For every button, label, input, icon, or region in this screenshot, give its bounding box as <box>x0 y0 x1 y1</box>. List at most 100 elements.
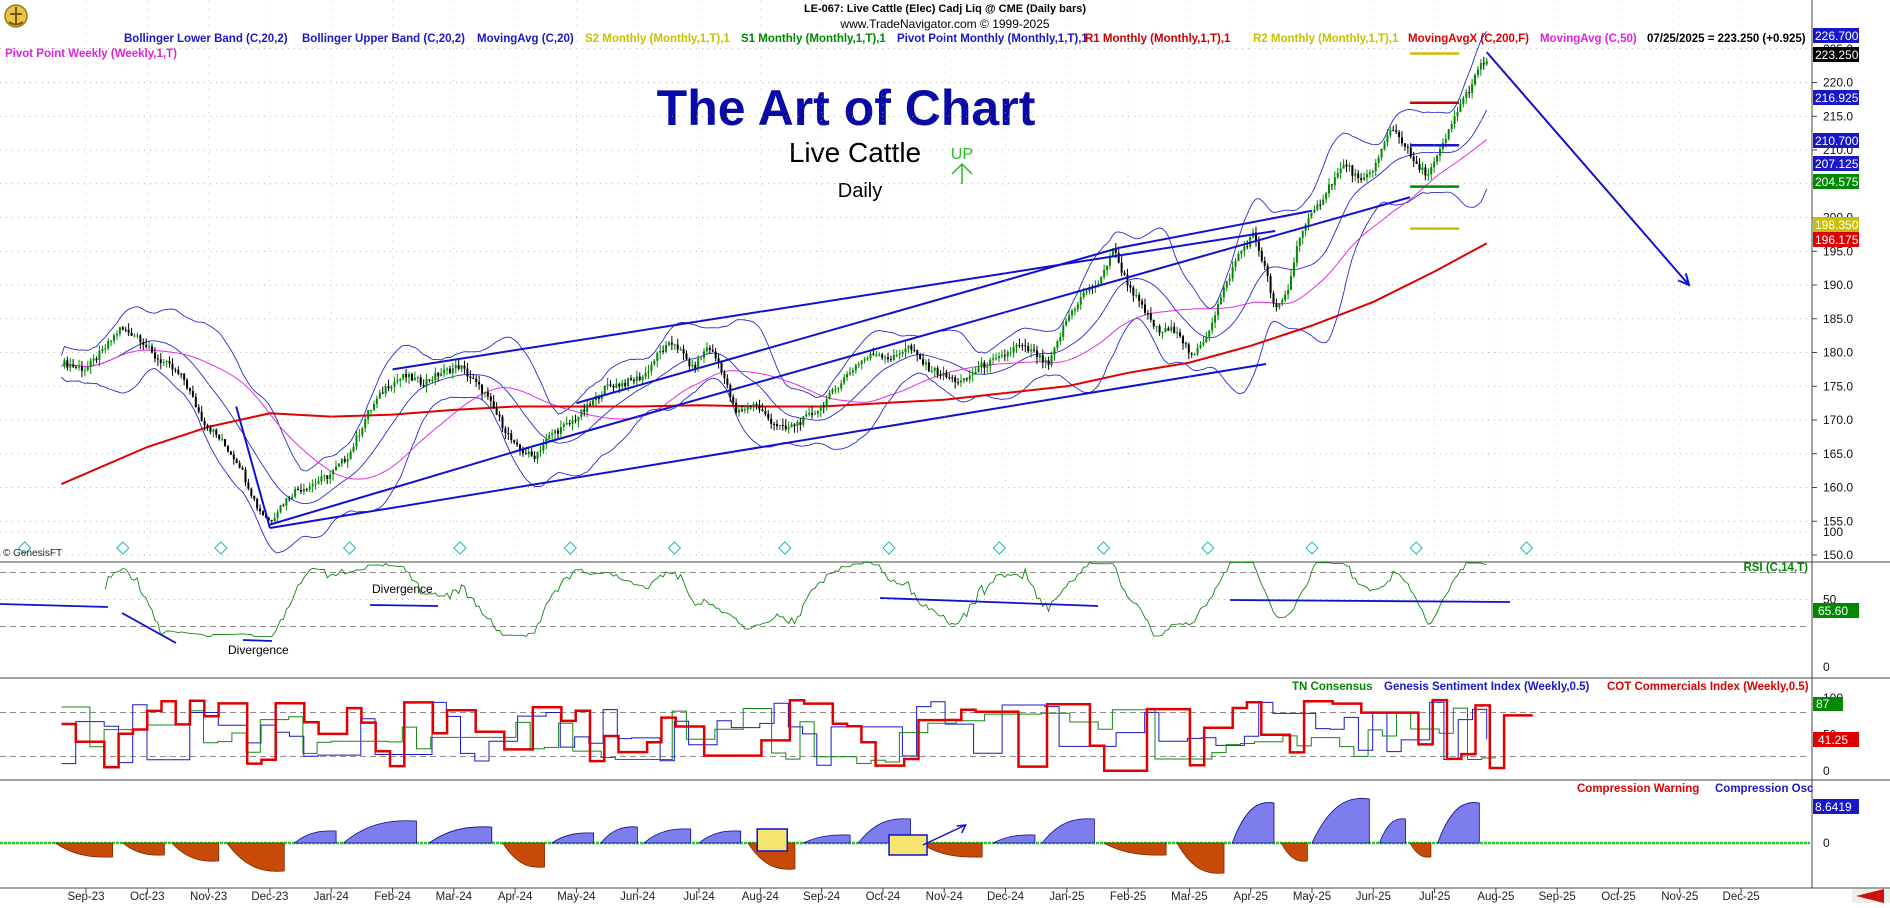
candle-body <box>881 354 884 358</box>
candle-body <box>481 384 484 394</box>
event-marker-icon <box>342 541 357 555</box>
price-tag: 198.350 <box>1815 218 1859 232</box>
price-tag-bg <box>1813 133 1859 148</box>
candle-body <box>1041 355 1044 363</box>
candle-body <box>229 451 232 455</box>
candle-body <box>428 379 431 381</box>
candle-body <box>995 358 998 360</box>
candle-body <box>662 350 665 352</box>
candle-body <box>1240 251 1243 254</box>
candle-body <box>1044 360 1047 363</box>
candle-body <box>951 377 954 379</box>
candle-body <box>1152 319 1155 327</box>
candle-body <box>536 451 539 459</box>
candle-body <box>1357 173 1360 179</box>
candle-body <box>410 374 413 381</box>
candle-body <box>396 380 399 382</box>
candle-body <box>320 476 323 482</box>
price-tag: 207.125 <box>1815 157 1859 171</box>
candle-body <box>1056 341 1059 348</box>
candle-body <box>1319 204 1322 206</box>
candle-body <box>1015 345 1018 348</box>
price-tag-bg <box>1813 28 1859 43</box>
candle-body <box>1184 343 1187 345</box>
candle-body <box>89 360 92 368</box>
candle-body <box>492 400 495 409</box>
candle-body <box>259 508 262 512</box>
candle-body <box>1100 276 1103 284</box>
compression-hump <box>1311 798 1370 844</box>
candle-body <box>110 340 113 342</box>
time-tick-label: Nov-24 <box>926 891 964 903</box>
candle-body <box>895 354 898 356</box>
time-tick-label: Mar-25 <box>1171 891 1207 903</box>
candle-body <box>708 347 711 351</box>
candle-body <box>171 363 174 370</box>
candle-body <box>691 364 694 367</box>
candle-body <box>162 362 165 364</box>
candle-body <box>311 484 314 487</box>
candle-body <box>95 358 98 361</box>
divergence-label-1: Divergence <box>372 582 433 596</box>
candle-body <box>957 382 960 384</box>
rsi-label: RSI (C,14,T) <box>1743 562 1808 574</box>
time-tick-label: Apr-25 <box>1233 891 1268 903</box>
candle-body <box>1409 147 1412 157</box>
legend-entry: Bollinger Lower Band (C,20,2) <box>124 33 288 45</box>
candle-body <box>1260 250 1263 262</box>
legend-entry: MovingAvgX (C,200,F) <box>1408 33 1529 45</box>
candle-body <box>183 373 186 380</box>
compression-hump <box>226 842 285 872</box>
candle-body <box>843 377 846 384</box>
candle-body <box>641 376 644 381</box>
candle-body <box>872 353 875 355</box>
compression-tag-bg <box>1813 799 1859 814</box>
candle-body <box>1193 354 1196 356</box>
candle-body <box>425 379 428 387</box>
candle-body <box>603 385 606 396</box>
time-tick-label: Jul-25 <box>1419 891 1450 903</box>
trendline <box>1118 209 1313 249</box>
candle-body <box>358 435 361 437</box>
candle-body <box>191 391 194 397</box>
candle-body <box>1479 63 1482 70</box>
candle-body <box>124 329 127 331</box>
candle-body <box>1333 177 1336 186</box>
time-tick-label: Feb-25 <box>1110 891 1146 903</box>
candle-body <box>936 368 939 376</box>
candle-body <box>761 409 764 411</box>
candle-body <box>1062 325 1065 337</box>
candle-body <box>486 392 489 397</box>
candle-body <box>483 392 486 394</box>
candle-body <box>1418 163 1421 171</box>
scroll-arrow-icon[interactable] <box>1852 889 1890 903</box>
sentiment-panel: TN Consensus Genesis Sentiment Index (We… <box>0 681 1859 778</box>
candle-body <box>1339 168 1342 173</box>
candle-body <box>384 386 387 394</box>
candle-body <box>519 444 522 450</box>
candles <box>63 56 1488 525</box>
price-tag-bg <box>1813 90 1859 105</box>
time-tick-label: Sep-25 <box>1539 891 1576 903</box>
candle-body <box>276 512 279 518</box>
candle-body <box>317 481 320 484</box>
candle-body <box>1482 63 1485 65</box>
price-tick-label: 190.0 <box>1823 278 1853 292</box>
candle-body <box>1301 231 1304 238</box>
candle-body <box>627 378 630 386</box>
candle-body <box>609 384 612 386</box>
candle-body <box>793 424 796 427</box>
compression-tick-label: 0 <box>1823 836 1830 850</box>
candle-body <box>1106 265 1109 270</box>
candle-body <box>232 454 235 460</box>
candle-body <box>337 463 340 467</box>
candle-body <box>83 370 86 372</box>
price-tag: 216.925 <box>1815 91 1859 105</box>
event-marker-icon <box>992 541 1007 555</box>
highlight-box <box>756 828 788 852</box>
candle-body <box>1316 204 1319 210</box>
candle-body <box>1135 295 1138 297</box>
candle-body <box>647 371 650 373</box>
candle-body <box>1345 164 1348 167</box>
